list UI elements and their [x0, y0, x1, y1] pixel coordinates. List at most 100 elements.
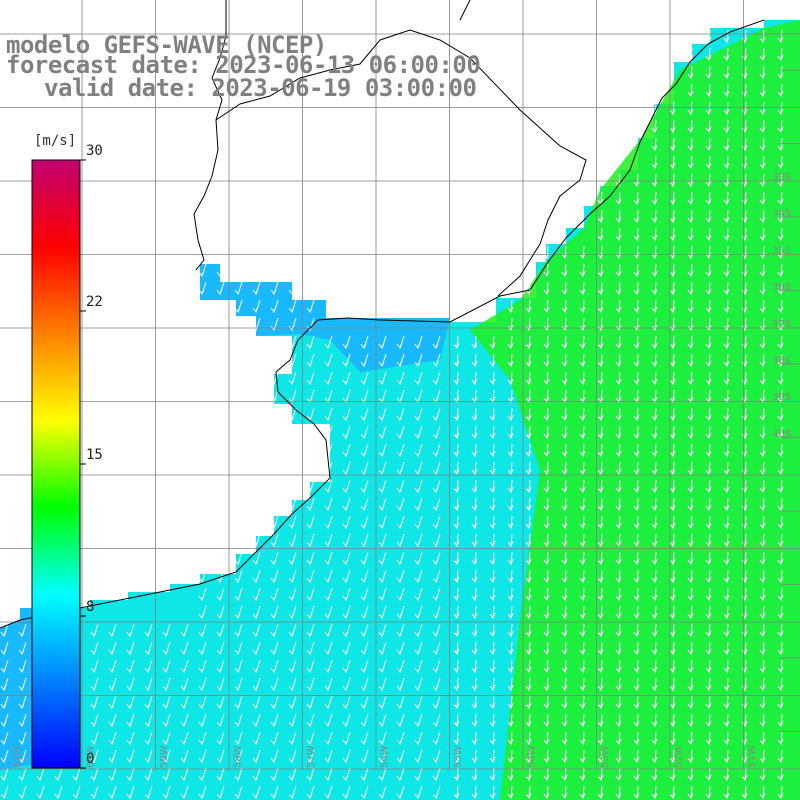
wind-arrow: [651, 641, 658, 656]
wind-arrow: [705, 533, 712, 548]
lon-label: 51W: [747, 745, 758, 768]
wind-arrow: [489, 533, 496, 548]
wind-arrow: [777, 479, 784, 494]
wind-arrow: [342, 533, 351, 548]
wind-arrow: [561, 641, 568, 656]
wind-arrow: [180, 677, 189, 692]
wind-arrow: [543, 767, 550, 782]
lat-label: 39S: [772, 392, 791, 403]
wind-arrow: [162, 677, 171, 692]
wind-arrow: [507, 731, 514, 746]
wind-arrow: [651, 605, 658, 620]
wind-arrow: [324, 749, 333, 764]
wind-arrow: [198, 695, 207, 710]
wind-arrow: [633, 659, 640, 674]
wind-arrow: [342, 479, 351, 494]
wind-arrow: [414, 641, 423, 656]
wind-arrow: [252, 407, 261, 422]
wind-arrow: [396, 695, 405, 710]
wind-arrow: [777, 623, 784, 638]
wind-arrow: [723, 713, 730, 728]
wind-arrow: [669, 713, 676, 728]
wind-arrow: [741, 659, 748, 674]
wind-arrow: [669, 101, 676, 116]
wind-arrow: [723, 659, 730, 674]
wind-arrow: [669, 353, 676, 368]
wind-arrow: [342, 335, 351, 350]
wind-arrow: [669, 749, 676, 764]
wind-arrow: [306, 659, 315, 674]
wind-arrow: [651, 551, 658, 566]
wind-arrow: [234, 191, 243, 206]
wind-arrow: [252, 389, 261, 404]
wind-arrow: [723, 551, 730, 566]
wind-arrow: [252, 569, 261, 584]
wind-arrow: [615, 191, 622, 206]
wind-arrow: [216, 551, 225, 566]
wind-arrow: [342, 731, 351, 746]
wind-arrow: [489, 497, 496, 512]
wind-arrow: [471, 551, 478, 566]
wind-arrow: [306, 677, 315, 692]
wind-arrow: [759, 209, 766, 224]
wind-arrow: [777, 767, 784, 782]
wind-arrow: [615, 695, 622, 710]
wind-arrow: [507, 623, 514, 638]
wind-arrow: [342, 389, 351, 404]
wind-arrow: [453, 623, 460, 638]
wind-arrow: [378, 551, 387, 566]
wind-arrow: [651, 497, 658, 512]
wind-arrow: [378, 407, 387, 422]
wind-arrow: [633, 749, 640, 764]
wind-arrow: [633, 713, 640, 728]
wind-arrow: [324, 533, 333, 548]
wind-arrow: [432, 407, 441, 422]
wind-arrow: [18, 695, 27, 710]
wind-arrow: [360, 497, 369, 512]
wind-arrow: [252, 767, 261, 782]
wind-arrow: [507, 335, 514, 350]
wind-arrow: [453, 497, 460, 512]
wind-arrow: [705, 29, 712, 44]
wind-arrow: [669, 659, 676, 674]
wind-arrow: [306, 371, 315, 386]
wind-arrow: [543, 623, 550, 638]
wind-arrow: [723, 677, 730, 692]
wind-arrow: [198, 659, 207, 674]
wind-arrow: [288, 785, 297, 800]
wind-arrow: [0, 641, 9, 656]
wind-arrow: [615, 731, 622, 746]
river-border: [193, 35, 227, 271]
wind-arrow: [597, 551, 604, 566]
wind-arrow: [198, 389, 207, 404]
wind-arrow: [216, 479, 225, 494]
wind-arrow: [507, 371, 514, 386]
wind-arrow: [525, 515, 532, 530]
wind-arrow: [0, 713, 9, 728]
wind-arrow: [471, 533, 478, 548]
wind-arrow: [705, 515, 712, 530]
wind-arrow: [432, 389, 441, 404]
wind-arrow: [162, 731, 171, 746]
wind-arrow: [270, 119, 279, 134]
wind-arrow: [615, 785, 622, 800]
valid-date: valid date: 2023-06-19 03:00:00: [44, 74, 477, 102]
wind-arrow: [0, 731, 9, 746]
wind-arrow: [288, 695, 297, 710]
wind-arrow: [687, 443, 694, 458]
wind-arrow: [252, 677, 261, 692]
wind-arrow: [288, 623, 297, 638]
wind-arrow: [705, 443, 712, 458]
wind-arrow: [687, 83, 694, 98]
wind-arrow: [741, 785, 748, 800]
wind-arrow: [597, 515, 604, 530]
wind-arrow: [651, 533, 658, 548]
wind-arrow: [705, 659, 712, 674]
wind-arrow: [759, 515, 766, 530]
wind-arrow: [507, 389, 514, 404]
wind-arrow: [216, 173, 225, 188]
wind-arrow: [198, 227, 207, 242]
wind-arrow: [252, 587, 261, 602]
wind-arrow: [741, 281, 748, 296]
wind-arrow: [432, 515, 441, 530]
